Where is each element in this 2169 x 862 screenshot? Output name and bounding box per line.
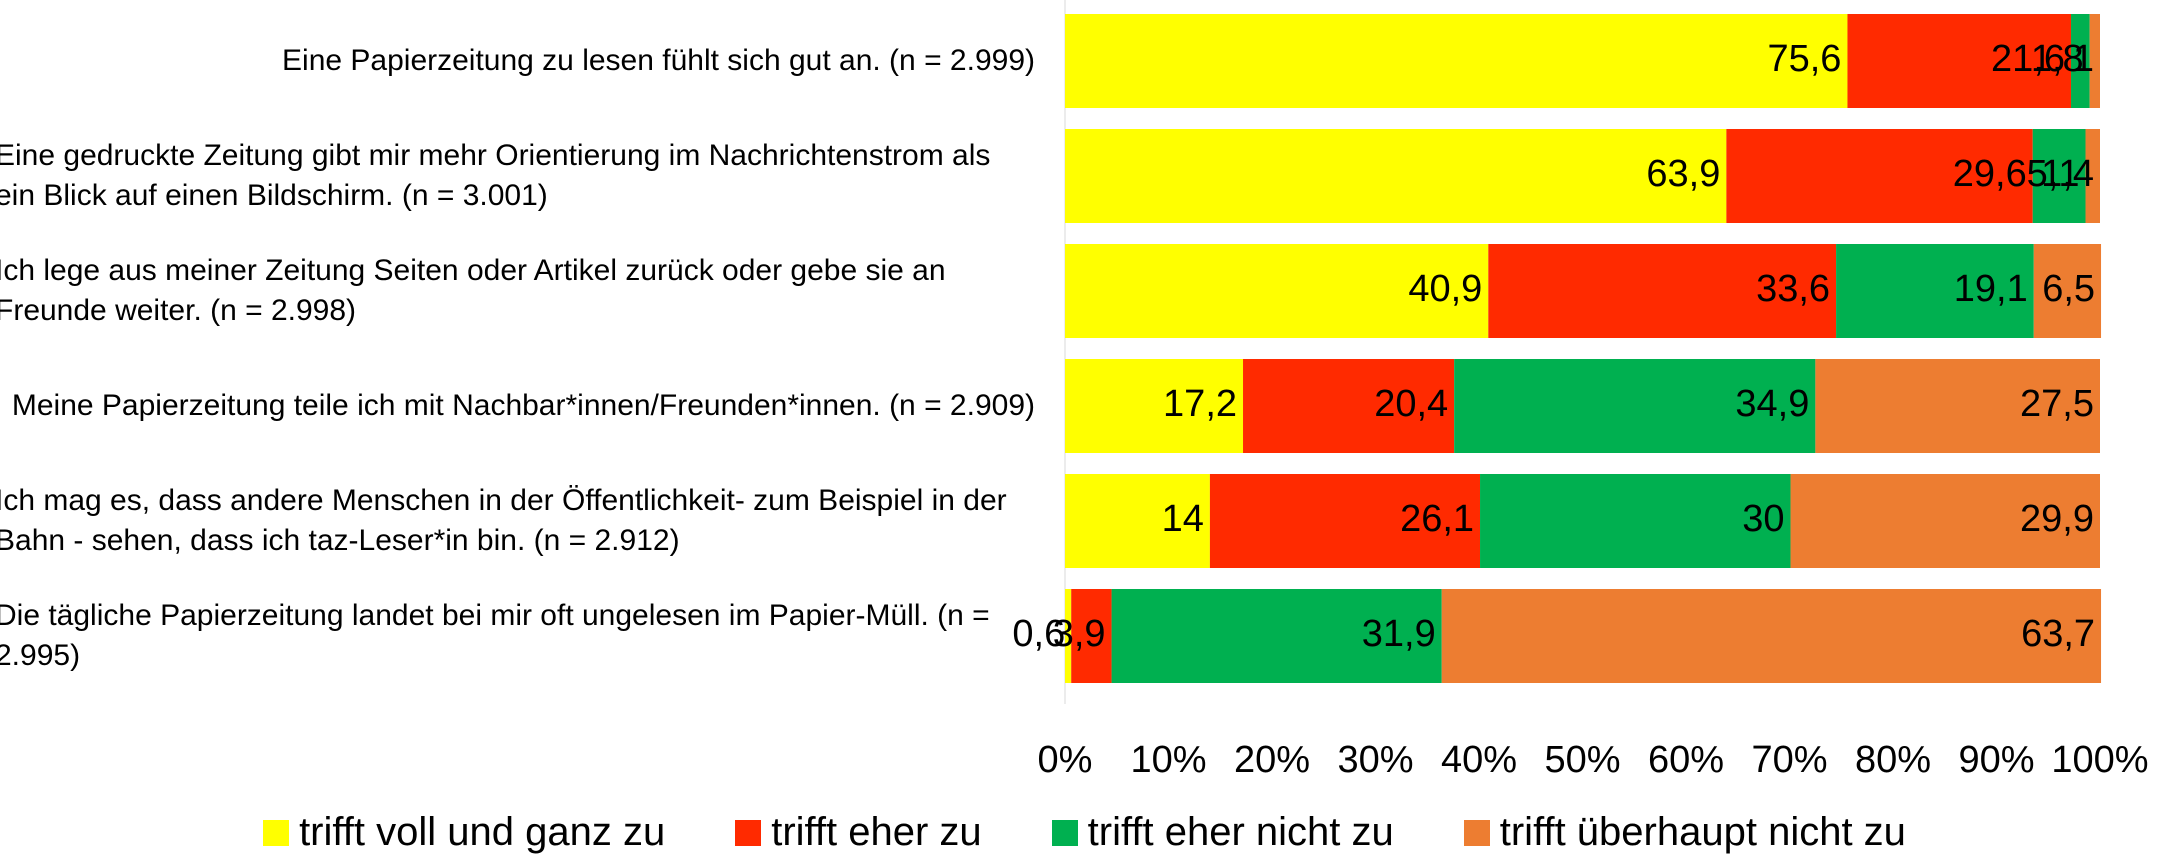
category-label: Die tägliche Papierzeitung landet bei mi… xyxy=(0,589,1035,683)
bar-segment xyxy=(1480,474,1791,568)
data-label: 34,9 xyxy=(1735,383,1809,425)
bar-segment xyxy=(2085,129,2100,223)
data-label: 40,9 xyxy=(1408,268,1482,310)
x-tick-label: 10% xyxy=(1130,739,1206,781)
x-tick-label: 90% xyxy=(1958,739,2034,781)
data-label: 1 xyxy=(2073,38,2094,80)
bar-segment xyxy=(1065,244,1489,338)
data-label: 63,9 xyxy=(1646,153,1720,195)
legend-item: trifft überhaupt nicht zu xyxy=(1463,810,1906,855)
legend-item: trifft eher zu xyxy=(735,810,982,855)
data-label: 33,6 xyxy=(1756,268,1830,310)
legend-item: trifft eher nicht zu xyxy=(1051,810,1394,855)
data-label: 3,9 xyxy=(1053,613,1106,655)
bar-segment xyxy=(2032,129,2086,223)
x-tick-label: 0% xyxy=(1038,739,1093,781)
data-label: 29,9 xyxy=(2020,498,2094,540)
category-text: Die tägliche Papierzeitung landet bei mi… xyxy=(0,599,990,672)
data-label: 1,8 xyxy=(2031,38,2084,80)
bar-segment xyxy=(1441,589,2102,683)
data-label: 27,5 xyxy=(2020,383,2094,425)
x-tick-label: 30% xyxy=(1337,739,1413,781)
data-label: 75,6 xyxy=(1767,38,1841,80)
bar-segment xyxy=(1454,359,1816,453)
legend-label: trifft überhaupt nicht zu xyxy=(1499,810,1906,854)
bar-segment xyxy=(1065,359,1244,453)
x-tick-label: 20% xyxy=(1234,739,1310,781)
category-text: Eine Papierzeitung zu lesen fühlt sich g… xyxy=(282,44,1035,77)
bar-segment xyxy=(1065,129,1727,223)
bar-segment xyxy=(2089,14,2100,108)
x-tick-label: 50% xyxy=(1544,739,1620,781)
bar-segment xyxy=(2033,244,2102,338)
data-label: 63,7 xyxy=(2021,613,2095,655)
data-label: 26,1 xyxy=(1400,498,1474,540)
legend-swatch xyxy=(1051,819,1078,846)
data-label: 19,1 xyxy=(1954,268,2028,310)
bar-segment xyxy=(1065,589,1072,683)
x-tick-label: 80% xyxy=(1855,739,1931,781)
category-label: Ich mag es, dass andere Menschen in der … xyxy=(0,474,1035,568)
category-label: Ich lege aus meiner Zeitung Seiten oder … xyxy=(0,244,1035,338)
data-label: 0,6 xyxy=(1012,613,1065,655)
legend-item: trifft voll und ganz zu xyxy=(263,810,665,855)
bar-segment xyxy=(1488,244,1837,338)
bar-segment xyxy=(1071,589,1112,683)
bar-segment xyxy=(1726,129,2033,223)
category-label: Eine Papierzeitung zu lesen fühlt sich g… xyxy=(0,14,1035,108)
x-tick-label: 60% xyxy=(1648,739,1724,781)
category-text: Ich lege aus meiner Zeitung Seiten oder … xyxy=(0,254,946,327)
bar-segment xyxy=(1243,359,1455,453)
bar-segment xyxy=(2071,14,2090,108)
data-label: 6,5 xyxy=(2042,268,2095,310)
bar-segment xyxy=(1815,359,2100,453)
bar-segment xyxy=(1111,589,1442,683)
legend-label: trifft eher zu xyxy=(771,810,982,854)
category-text: Ich mag es, dass andere Menschen in der … xyxy=(0,484,1007,557)
data-label: 1,4 xyxy=(2041,153,2094,195)
x-tick-label: 100% xyxy=(2051,739,2148,781)
legend-swatch xyxy=(1463,819,1490,846)
bar-segment xyxy=(1065,14,1848,108)
data-label: 29,6 xyxy=(1953,153,2027,195)
legend: trifft voll und ganz zu trifft eher zu tri… xyxy=(0,810,2169,855)
data-label: 30 xyxy=(1742,498,1784,540)
legend-label: trifft eher nicht zu xyxy=(1087,810,1394,854)
bar-segment xyxy=(1847,14,2072,108)
x-tick-label: 40% xyxy=(1441,739,1517,781)
x-tick-label: 70% xyxy=(1751,739,1827,781)
bar-segment xyxy=(1065,474,1210,568)
data-label: 17,2 xyxy=(1163,383,1237,425)
bar-segment xyxy=(1790,474,2100,568)
legend-swatch xyxy=(263,819,290,846)
bar-segment xyxy=(1209,474,1481,568)
category-label: Eine gedruckte Zeitung gibt mir mehr Ori… xyxy=(0,129,1035,223)
data-label: 31,9 xyxy=(1362,613,1436,655)
bar-segment xyxy=(1836,244,2034,338)
data-label: 21,6 xyxy=(1991,38,2065,80)
legend-label: trifft voll und ganz zu xyxy=(299,810,666,854)
category-text: Eine gedruckte Zeitung gibt mir mehr Ori… xyxy=(0,139,991,212)
category-text: Meine Papierzeitung teile ich mit Nachba… xyxy=(11,389,1035,422)
data-label: 5,1 xyxy=(2027,153,2080,195)
legend-swatch xyxy=(735,819,762,846)
data-label: 20,4 xyxy=(1374,383,1448,425)
data-label: 14 xyxy=(1162,498,1204,540)
category-label: Meine Papierzeitung teile ich mit Nachba… xyxy=(0,359,1035,453)
